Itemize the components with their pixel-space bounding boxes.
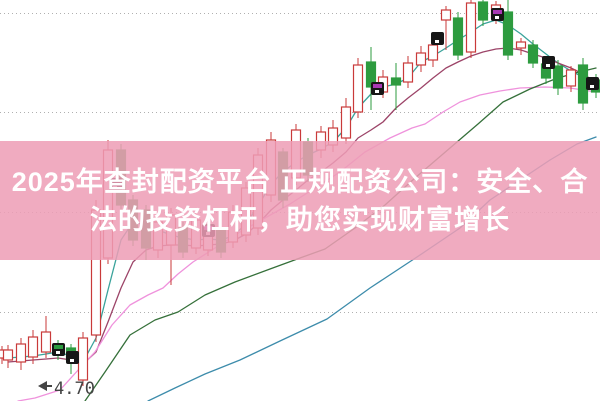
banner-text-line2: 法的投资杠杆，助您实现财富增长 <box>90 204 510 235</box>
candle <box>452 12 464 60</box>
price-label-text: 4.70 <box>54 379 95 399</box>
candle <box>402 56 414 88</box>
candle <box>415 46 427 72</box>
candle <box>390 63 402 110</box>
candle <box>565 66 577 92</box>
dark-signal-icon <box>542 56 555 69</box>
dark-signal-icon <box>66 351 79 364</box>
candle <box>440 6 452 50</box>
candle <box>352 58 364 118</box>
green-signal-icon <box>52 343 65 356</box>
price-label: 4.70 <box>38 379 95 399</box>
candle <box>502 0 514 60</box>
dark-signal-icon <box>586 77 599 90</box>
dark-signal-icon <box>431 32 444 45</box>
purple-signal-icon <box>371 82 384 95</box>
candle <box>465 0 477 58</box>
candle <box>340 98 352 144</box>
banner-text-line1: 2025年查封配资平台 正规配资公司：安全、合 <box>11 166 589 197</box>
candle <box>15 338 27 370</box>
candle <box>365 47 377 110</box>
candle <box>27 330 39 364</box>
candle <box>477 0 489 26</box>
promo-banner: 2025年查封配资平台 正规配资公司：安全、合 法的投资杠杆，助您实现财富增长 <box>0 141 600 260</box>
candle <box>527 40 539 68</box>
candle <box>40 316 52 358</box>
candle <box>2 345 14 368</box>
purple-signal-icon <box>491 8 504 21</box>
candle <box>77 332 89 386</box>
candle <box>552 60 564 95</box>
candle <box>515 38 527 55</box>
